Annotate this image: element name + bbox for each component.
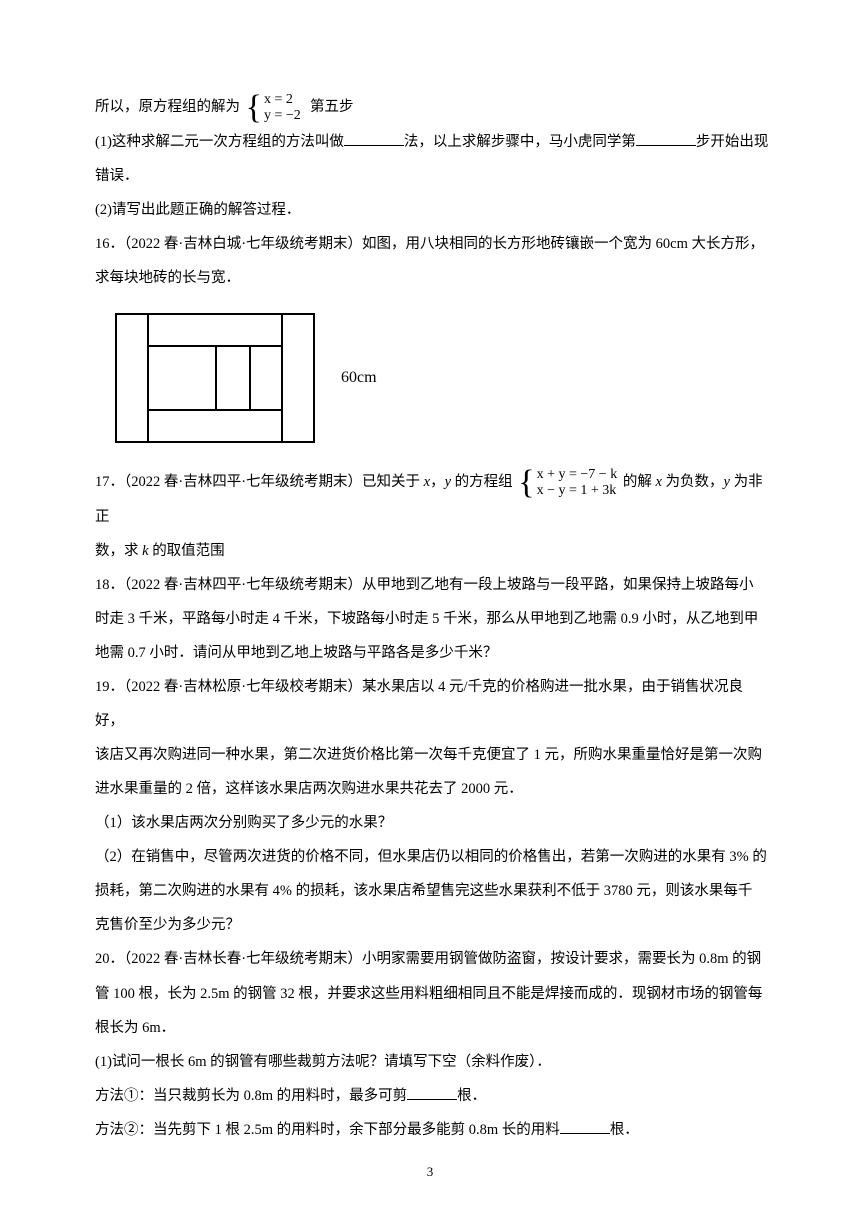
q18-l2: 时走 3 千米，平路每小时走 4 千米，下坡路每小时走 5 千米，那么从甲地到乙… [95,602,770,636]
q20-l1: 20．（2022 春·吉林长春·七年级统考期末）小明家需要用钢管做防盗窗，按设计… [95,942,770,976]
q19-l1: 19．（2022 春·吉林松原·七年级校考期末）某水果店以 4 元/千克的价格购… [95,670,770,738]
q17-system: { x + y = −7 − k x − y = 1 + 3k [518,466,617,500]
intro-line: 所以，原方程组的解为 { x = 2 y = −2 第五步 [95,90,770,125]
q20-l2: 管 100 根，长为 2.5m 的钢管 32 根，并要求这些用料粗细相同且不能是… [95,977,770,1011]
text: 方法②：当先剪下 1 根 2.5m 的用料时，余下部分最多能剪 0.8m 长的用… [95,1122,560,1138]
page-number: 3 [0,1164,860,1180]
q15-part1b: 错误． [95,159,770,193]
q18-l1: 18．（2022 春·吉林四平·七年级统考期末）从甲地到乙地有一段上坡路与一段平… [95,568,770,602]
sys-row: x − y = 1 + 3k [537,483,618,499]
text: 数，求 [95,543,142,559]
intro-prefix: 所以，原方程组的解为 [95,99,240,115]
text: ， [430,474,445,490]
q20-p1: (1)试问一根长 6m 的钢管有哪些裁剪方法呢？请填写下空（余料作废）． [95,1045,770,1079]
fill-blank[interactable] [636,129,696,146]
brace-icon: { [246,91,262,125]
text: 根． [610,1122,639,1138]
q19-p2a: （2）在销售中，尽管两次进货的价格不同，但水果店仍以相同的价格售出，若第一次购进… [95,840,770,874]
q19-p2c: 克售价至少为多少元？ [95,908,770,942]
brace-icon: { [518,466,534,500]
text: 的取值范围 [149,543,225,559]
q20-m1: 方法①：当只裁剪长为 0.8m 的用料时，最多可剪 根． [95,1079,770,1113]
q20-m2: 方法②：当先剪下 1 根 2.5m 的用料时，余下部分最多能剪 0.8m 长的用… [95,1113,770,1147]
q16-l1: 16．（2022 春·吉林白城·七年级统考期末）如图，用八块相同的长方形地砖镶嵌… [95,227,770,261]
text: 为负数， [662,474,724,490]
q18-l3: 地需 0.7 小时．请问从甲地到乙地上坡路与平路各是多少千米？ [95,636,770,670]
q15-part1: (1)这种求解二元一次方程组的方法叫做 法，以上求解步骤中，马小虎同学第 步开始出现 [95,125,770,159]
figure-label: 60cm [341,359,377,397]
tile-diagram [115,313,315,443]
q15-part2: (2)请写出此题正确的解答过程． [95,193,770,227]
text: 17．（2022 春·吉林四平·七年级统考期末）已知关于 [95,474,424,490]
text: (1)这种求解二元一次方程组的方法叫做 [95,134,344,150]
q16-l2: 求每块地砖的长与宽． [95,261,770,295]
sys-row: x + y = −7 − k [537,467,618,483]
text: 法，以上求解步骤中，马小虎同学第 [404,134,636,150]
sys-row: x = 2 [264,92,301,108]
tile-figure: 60cm [115,313,770,443]
q19-p2b: 损耗，第二次购进的水果有 4% 的损耗，该水果店希望售完这些水果获利不低于 37… [95,874,770,908]
intro-suffix: 第五步 [310,99,354,115]
text: 方法①：当只裁剪长为 0.8m 的用料时，最多可剪 [95,1088,407,1104]
text: 步开始出现 [696,134,769,150]
sys-row: y = −2 [264,108,301,124]
q17-l1: 17．（2022 春·吉林四平·七年级统考期末）已知关于 x，y 的方程组 { … [95,465,770,534]
text: 的解 [623,474,656,490]
intro-system: { x = 2 y = −2 [246,91,301,125]
q17-l2: 数，求 k 的取值范围 [95,534,770,568]
q20-l3: 根长为 6m． [95,1011,770,1045]
q19-l2: 该店又再次购进同一种水果，第二次进货价格比第一次每千克便宜了 1 元，所购水果重… [95,738,770,772]
fill-blank[interactable] [407,1083,457,1100]
text: 的方程组 [451,474,513,490]
q19-p1: （1）该水果店两次分别购买了多少元的水果？ [95,806,770,840]
fill-blank[interactable] [344,129,404,146]
q19-l3: 进水果重量的 2 倍，这样该水果店两次购进水果共花去了 2000 元． [95,772,770,806]
text: 根． [457,1088,486,1104]
fill-blank[interactable] [560,1117,610,1134]
